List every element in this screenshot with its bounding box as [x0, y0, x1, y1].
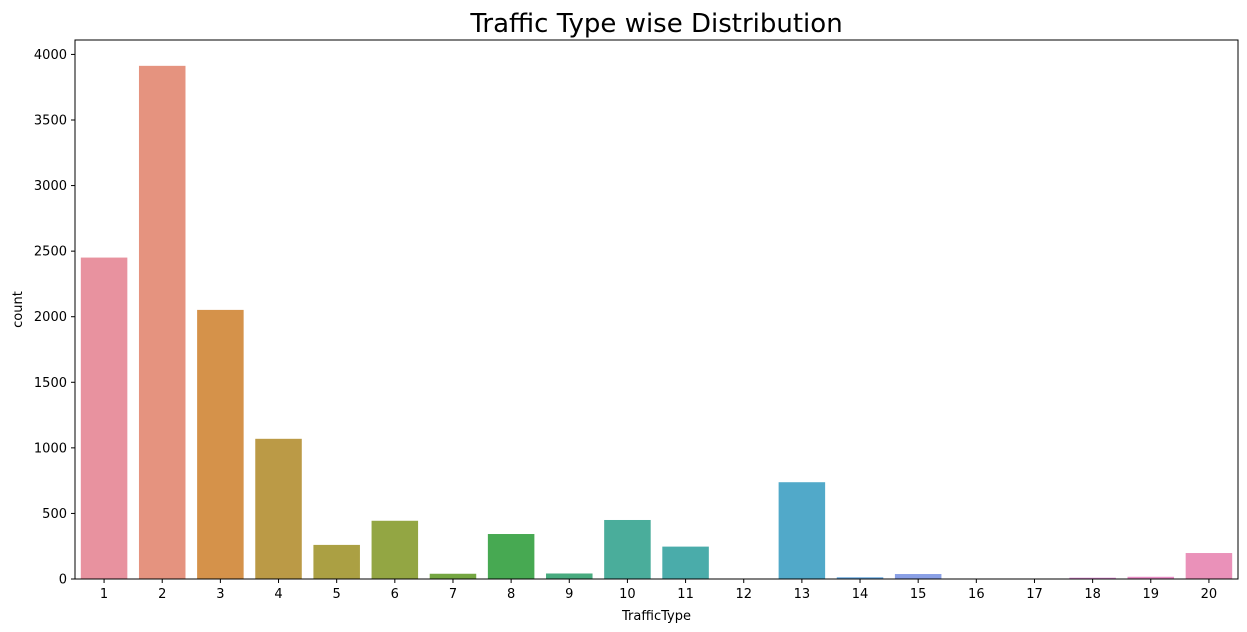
y-tick-label: 1500	[34, 376, 67, 391]
y-tick-label: 2500	[34, 245, 67, 260]
bar-8	[487, 534, 535, 579]
bar-1	[80, 257, 128, 579]
bar-4	[255, 438, 302, 579]
bar-group	[80, 65, 1233, 580]
bar-13	[778, 482, 826, 579]
y-tick-label: 3500	[34, 113, 67, 128]
bar-15	[894, 574, 942, 579]
x-tick-label: 2	[158, 587, 166, 602]
bar-2	[138, 65, 186, 580]
bar-10	[604, 519, 651, 579]
bar-5	[313, 544, 360, 579]
x-tick-label: 17	[1026, 587, 1043, 602]
x-tick-label: 8	[507, 587, 515, 602]
x-axis-ticks: 1 2 3 4 5 6 7 8 9 10 11 12 13 14 15 16 17 18 19 20	[100, 579, 1217, 602]
bar-11	[662, 546, 709, 579]
x-tick-label: 18	[1084, 587, 1101, 602]
bar-7	[429, 573, 477, 579]
x-tick-label: 11	[677, 587, 694, 602]
bar-9	[546, 573, 593, 579]
x-tick-label: 7	[449, 587, 457, 602]
y-axis-label: count	[11, 291, 26, 328]
bar-6	[371, 520, 419, 579]
x-tick-label: 9	[565, 587, 573, 602]
y-tick-label: 500	[42, 507, 67, 522]
y-tick-label: 2000	[34, 310, 67, 325]
y-tick-label: 1000	[34, 441, 67, 456]
x-tick-label: 20	[1201, 587, 1218, 602]
y-tick-label: 4000	[34, 48, 67, 63]
x-tick-label: 13	[794, 587, 811, 602]
x-tick-label: 12	[735, 587, 752, 602]
x-tick-label: 6	[391, 587, 399, 602]
y-tick-label: 3000	[34, 179, 67, 194]
bar-3	[197, 309, 244, 579]
x-tick-label: 1	[100, 587, 108, 602]
x-tick-label: 3	[216, 587, 224, 602]
x-tick-label: 16	[968, 587, 985, 602]
bar-18	[1069, 577, 1116, 579]
bar-19	[1127, 576, 1175, 579]
x-tick-label: 5	[333, 587, 341, 602]
bar-20	[1185, 553, 1233, 579]
x-tick-label: 4	[274, 587, 282, 602]
bar-14	[836, 577, 884, 579]
y-tick-label: 0	[59, 573, 67, 588]
y-axis-ticks: 0 500 1000 1500 2000 2500 3000 3500 4000	[34, 48, 75, 588]
plot-frame	[74, 39, 1239, 580]
x-tick-label: 14	[852, 587, 869, 602]
x-tick-label: 19	[1143, 587, 1160, 602]
x-tick-label: 10	[619, 587, 636, 602]
x-axis-label: TrafficType	[621, 609, 691, 624]
chart-title: Traffic Type wise Distribution	[469, 9, 842, 39]
x-tick-label: 15	[910, 587, 927, 602]
